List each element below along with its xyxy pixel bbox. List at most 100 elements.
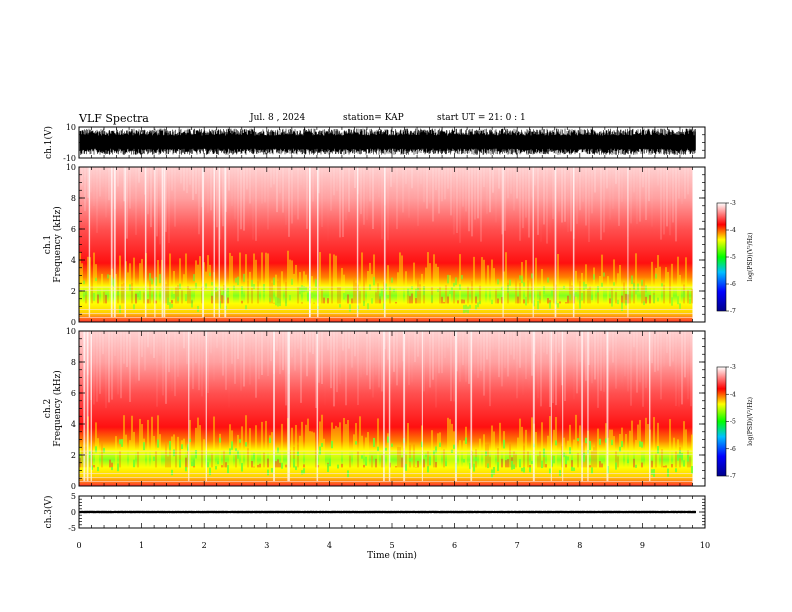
- spectrogram-column: [479, 438, 481, 468]
- spectrogram-column: [633, 458, 635, 468]
- spectrogram-column: [287, 250, 289, 304]
- spectrogram-column: [301, 470, 303, 475]
- spectrogram-column: [293, 273, 295, 304]
- spectrogram-column: [183, 438, 185, 468]
- spectrogram-column: [311, 276, 313, 304]
- spectrogram-column: [451, 423, 453, 468]
- spectrogram-column: [507, 282, 509, 304]
- spectrogram-column: [133, 431, 135, 468]
- y-tick-label: 0: [71, 482, 76, 491]
- spectrogram-column: [329, 253, 331, 304]
- spectrogram-column: [151, 278, 153, 285]
- spectrogram-column: [247, 280, 249, 304]
- spectrogram-column: [449, 419, 451, 468]
- spectrogram-column: [583, 452, 585, 462]
- spectrogram-column: [589, 441, 591, 450]
- spectrogram-column: [653, 469, 655, 477]
- spectrogram-column: [275, 296, 277, 306]
- spectrogram-column: [433, 454, 435, 468]
- spectrogram-column: [613, 282, 615, 286]
- time-axis: 0 1 2 3 4 5 6 7 8 9 10 Time (min): [76, 541, 710, 561]
- spectrogram-column: [515, 278, 517, 304]
- spectrogram-column: [579, 425, 581, 468]
- spectrogram-column: [497, 448, 499, 468]
- spectrogram-column: [301, 285, 303, 293]
- spectrogram-column: [263, 284, 265, 292]
- spectrogram-column: [443, 301, 445, 304]
- spectrogram-column: [115, 273, 117, 304]
- spectrogram-column: [661, 283, 663, 287]
- spectrogram-column: [579, 299, 581, 309]
- spectrogram-column: [265, 252, 267, 304]
- spectrogram-column: [91, 279, 93, 304]
- spectrogram-column: [687, 290, 689, 304]
- spectrogram-column: [239, 439, 241, 443]
- spectrogram-column: [245, 415, 247, 468]
- spectrogram-column: [385, 283, 387, 290]
- spectrogram-column: [289, 449, 291, 468]
- spectrogram-column: [187, 444, 189, 452]
- spectrogram-column: [509, 443, 511, 468]
- spectrogram-column: [339, 304, 341, 308]
- spectrogram-column: [257, 464, 259, 468]
- spectrogram-column: [683, 460, 685, 467]
- spectrogram-column: [85, 290, 87, 304]
- spectrogram-column: [527, 451, 529, 468]
- spectrogram-column: [625, 293, 627, 304]
- spectrogram-column: [343, 417, 345, 468]
- spectrogram-column: [577, 438, 579, 442]
- spectrogram-column: [535, 432, 537, 468]
- spectrogram-column: [83, 280, 85, 285]
- spectrogram-column: [311, 431, 313, 468]
- spectrogram-column: [633, 283, 635, 290]
- spectrogram-column: [615, 451, 617, 468]
- colorbar-label: log(PSD)(V²/Hz): [747, 233, 754, 282]
- figure-title: VLF Spectra: [79, 112, 149, 125]
- spectrogram-column: [453, 289, 455, 304]
- spectrogram-column: [285, 281, 287, 304]
- spectrogram-column: [469, 462, 471, 469]
- spectrogram-column: [343, 293, 345, 300]
- spectrogram-column: [513, 464, 515, 470]
- spectrogram-column: [109, 274, 111, 304]
- spectrogram-column: [519, 275, 521, 280]
- spectrogram-column: [117, 278, 119, 304]
- spectrogram-column: [615, 292, 617, 304]
- spectrogram-column: [669, 419, 671, 468]
- colorbar-gradient: [716, 202, 727, 312]
- spectrogram-column: [677, 256, 679, 304]
- spectrogram-column: [405, 463, 407, 471]
- spectrogram-column: [609, 429, 611, 468]
- spectrogram-column: [119, 439, 121, 445]
- spectrogram-column: [305, 424, 307, 468]
- spectrogram-column: [285, 464, 287, 468]
- spectrogram-column: [415, 298, 417, 304]
- spectrogram-column: [469, 304, 471, 309]
- spectrogram-column: [431, 286, 433, 304]
- spectrogram-column: [223, 290, 225, 297]
- colorbar-tick-label: -6: [730, 446, 736, 453]
- spectrogram-column: [231, 255, 233, 304]
- date-label: Jul. 8 , 2024: [250, 113, 306, 123]
- spectrogram-column: [493, 431, 495, 468]
- spectrogram-column: [447, 296, 449, 304]
- spectrogram-column: [313, 432, 315, 468]
- spectrogram-column: [251, 287, 253, 304]
- spectrogram-column: [321, 443, 323, 447]
- spectrogram-column: [93, 252, 95, 304]
- spectrogram-column: [401, 457, 403, 468]
- spectrogram-column: [123, 282, 125, 304]
- spectrogram-column: [453, 444, 455, 449]
- spectrogram-column: [209, 467, 211, 476]
- spectrogram-column: [505, 460, 507, 468]
- spectrogram-column: [629, 288, 631, 304]
- spectrogram-column: [629, 430, 631, 468]
- y-tick-label: 10: [66, 123, 76, 132]
- spectrogram-column: [553, 429, 555, 468]
- spectrogram-column: [209, 264, 211, 304]
- spectrogram-column: [429, 456, 431, 466]
- spectrogram-column: [361, 455, 363, 459]
- spectrogram-column: [95, 422, 97, 468]
- spectrogram-column: [277, 447, 279, 453]
- spectrogram-column: [687, 455, 689, 462]
